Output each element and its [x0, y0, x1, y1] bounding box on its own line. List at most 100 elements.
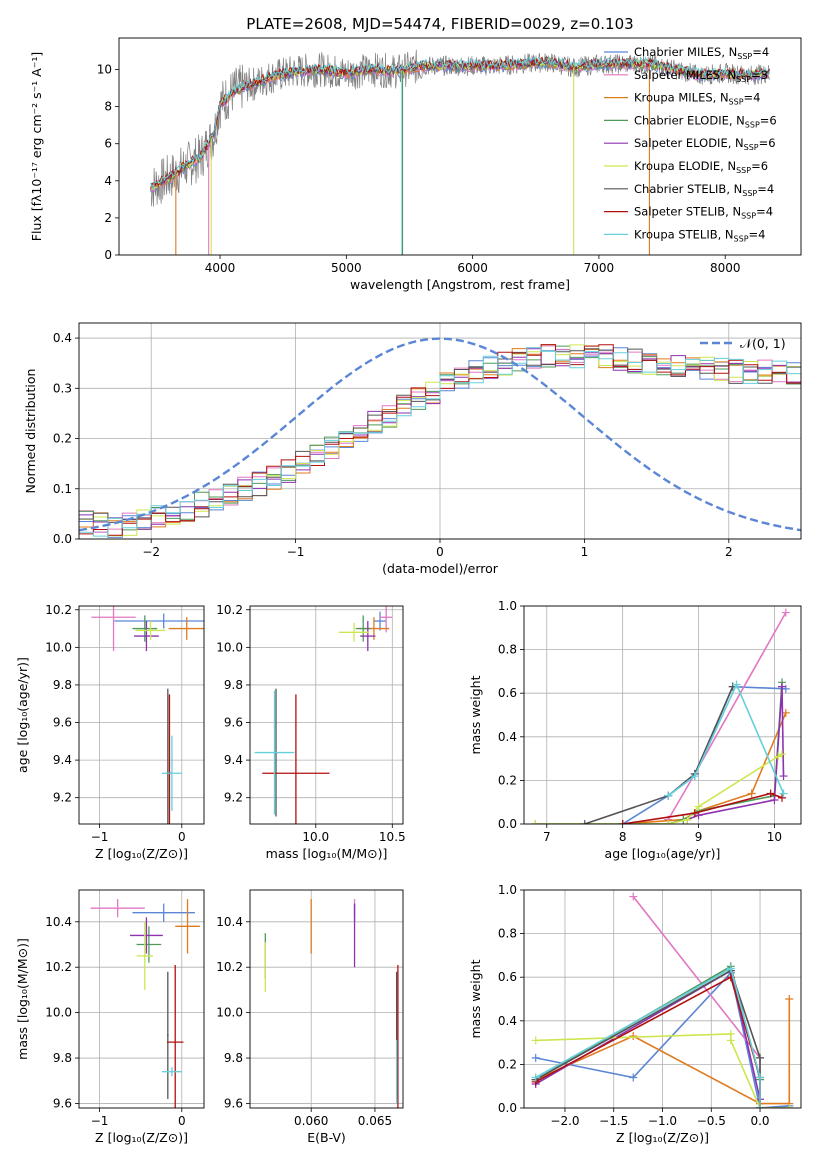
legend-sub: SSP: [741, 212, 756, 221]
plot-content: [531, 608, 790, 824]
y-tick-label: 10.2: [216, 603, 243, 617]
weight-series: [667, 682, 785, 797]
x-tick-label: 5000: [331, 261, 362, 275]
x-tick-label: 10.0: [302, 830, 329, 844]
weight-marker: [779, 789, 788, 798]
y-tick-label: 4: [104, 174, 112, 188]
y-tick-label: 10.2: [45, 960, 72, 974]
x-tick-label: 0.0: [750, 1114, 769, 1128]
x-axis-label: Z [log₁₀(Z/Z⊙)]: [95, 1130, 188, 1145]
y-tick-label: 10: [97, 63, 112, 77]
plot-frame: [523, 889, 802, 1109]
plot-content: [91, 606, 204, 824]
plot-frame: [78, 605, 205, 825]
weight-marker: [629, 1032, 638, 1041]
legend-entry: Kroupa ELODIE, NSSP=6: [634, 159, 768, 175]
histogram-series: [79, 347, 801, 539]
x-tick-label: 4000: [205, 261, 236, 275]
y-axis-label: mass weight: [468, 675, 483, 754]
y-tick-label: 10.0: [45, 640, 72, 654]
x-tick-label: −0.5: [697, 1114, 726, 1128]
x-axis-label: (data-model)/error: [382, 561, 499, 576]
legend-entry: Chabrier STELIB, NSSP=4: [634, 182, 774, 198]
y-tick-label: 0.8: [498, 927, 517, 941]
weight-marker: [756, 1073, 765, 1082]
legend-text: Salpeter ELODIE, N: [634, 136, 744, 150]
weight-marker: [683, 815, 692, 824]
x-tick-label: 9: [695, 830, 703, 844]
y-axis-label: mass [log₁₀(M/M⊙)]: [15, 938, 30, 1060]
legend-tail: =4: [757, 182, 774, 196]
legend-sub: SSP: [737, 52, 752, 61]
legend-tail: =4: [744, 91, 761, 105]
weight-marker: [770, 796, 779, 805]
x-tick-label: 0: [436, 545, 444, 559]
x-axis-label: age [log₁₀(age/yr)]: [605, 846, 721, 861]
plot-frame: [78, 889, 205, 1109]
weight-marker: [531, 1036, 540, 1045]
weight-marker: [732, 680, 741, 689]
y-axis-label: mass weight: [468, 959, 483, 1038]
x-axis-label: wavelength [Angstrom, rest frame]: [350, 277, 570, 292]
y-tick-label: 9.8: [224, 678, 243, 692]
y-tick-label: 0: [104, 248, 112, 262]
plot-mass_vs_Z: −1 0 9.6 9.8 10.0 10.2 10.4 Z [log₁₀(Z/Z⊙)] mass…: [15, 889, 205, 1145]
x-tick-label: −1: [91, 1114, 109, 1128]
x-tick-label: 8: [619, 830, 627, 844]
y-tick-label: 9.4: [224, 753, 243, 767]
legend-tail: =4: [749, 227, 766, 241]
legend-entry: Salpeter MILES, NSSP=3: [634, 68, 768, 84]
histogram-series: [79, 344, 801, 539]
plot-frame: [249, 889, 404, 1109]
y-tick-label: 9.2: [53, 791, 72, 805]
weight-marker: [756, 1053, 765, 1062]
plot-frame: [249, 605, 404, 825]
y-tick-label: 9.6: [53, 716, 72, 730]
y-tick-label: 10.2: [45, 603, 72, 617]
weight-marker: [785, 1104, 794, 1108]
x-axis-label: Z [log₁₀(Z/Z⊙)]: [616, 1130, 709, 1145]
y-tick-label: 10.4: [45, 915, 72, 929]
legend-tail: =6: [751, 159, 768, 173]
plot-content: [254, 606, 393, 824]
plot-residuals: −2 −1 0 1 2 0.0 0.1 0.2 0.3 0.4 (data-model)/error…: [23, 322, 802, 576]
weight-marker: [785, 995, 794, 1003]
weight-marker: [531, 1053, 540, 1062]
x-tick-label: 10: [767, 830, 782, 844]
y-tick-label: 0.6: [498, 970, 517, 984]
y-axis-label: Flux [fλ10⁻¹⁷ erg cm⁻² s⁻¹ A⁻¹]: [29, 52, 44, 241]
x-tick-label: −1: [91, 830, 109, 844]
plot-weight_vs_age: 7 8 9 10 0.0 0.2 0.4 0.6 0.8 1.0 age [log₁₀(age/yr…: [468, 599, 802, 861]
legend-tail: =3: [751, 68, 768, 82]
plot-content: [264, 899, 399, 1108]
y-tick-label: 9.2: [224, 791, 243, 805]
legend-tail: =4: [752, 45, 769, 59]
x-tick-label: −1.5: [599, 1114, 628, 1128]
x-axis-label: Z [log₁₀(Z/Z⊙)]: [95, 846, 188, 861]
gaussian-legend-label: 𝒩(0, 1): [740, 336, 786, 351]
x-tick-label: 2: [725, 545, 733, 559]
y-tick-label: 0.4: [53, 331, 72, 345]
legend-text: Kroupa ELODIE, N: [634, 159, 736, 173]
histogram-series: [79, 345, 801, 539]
histogram-series: [79, 347, 801, 539]
plot-content: [150, 49, 770, 255]
plot-content: [79, 337, 801, 539]
legend-sub: SSP: [736, 166, 751, 175]
weight-marker: [726, 1036, 735, 1045]
gaussian-curve: [79, 337, 801, 532]
weight-marker: [778, 793, 787, 802]
legend-tail: =6: [760, 113, 777, 127]
weight-marker: [694, 802, 703, 811]
weight-marker: [664, 820, 673, 824]
x-tick-label: −2.0: [550, 1114, 579, 1128]
weight-marker: [531, 820, 540, 824]
plot-content: [90, 899, 200, 1108]
weight-marker: [778, 682, 787, 691]
weight-marker: [779, 772, 788, 781]
y-tick-label: 9.8: [53, 1051, 72, 1065]
weight-marker: [774, 752, 783, 761]
y-tick-label: 0.8: [498, 643, 517, 657]
